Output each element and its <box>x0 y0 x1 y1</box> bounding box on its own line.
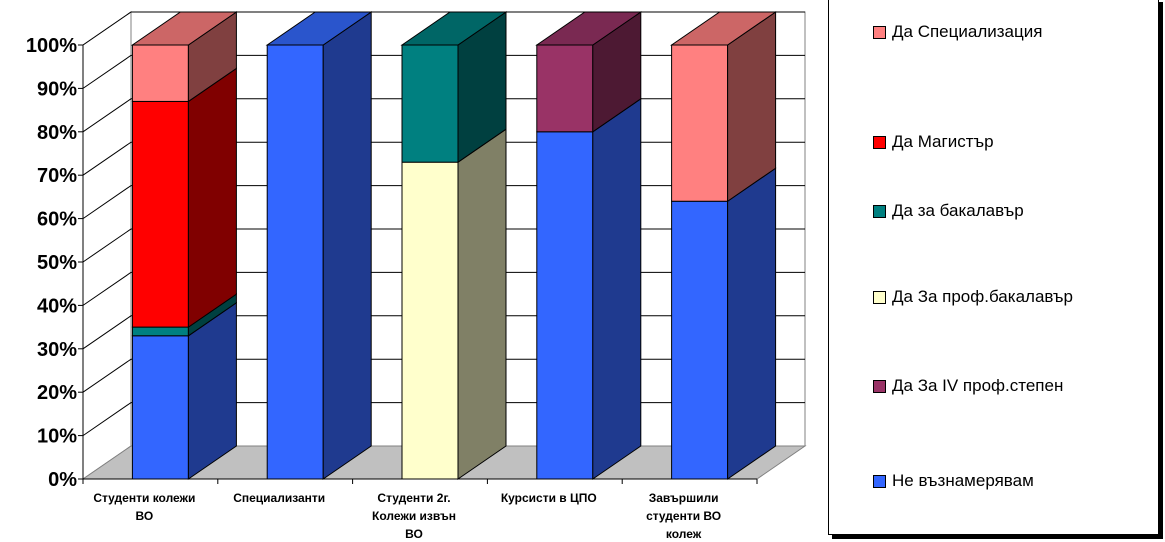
legend-item: Не възнамерявам <box>873 470 1034 492</box>
bar-2-3-top <box>400 11 508 46</box>
legend-swatch <box>873 474 886 488</box>
y-tick-label: 0% <box>48 469 77 491</box>
legend-item: Да Специализация <box>873 21 1042 43</box>
legend-item: Да За проф.бакалавър <box>873 286 1073 308</box>
legend-swatch <box>873 290 886 304</box>
chart-legend: Да Специализация Да Магистър Да за бакалав… <box>828 0 1159 535</box>
bar-3-0-front <box>536 131 594 480</box>
bar-2-2-front <box>401 161 459 480</box>
legend-label: Да Специализация <box>892 22 1043 41</box>
bar-1-0-top <box>265 11 373 46</box>
bar-1-0-side <box>322 11 372 480</box>
legend-swatch <box>873 204 886 218</box>
x-tick-label: колеж <box>666 527 702 541</box>
y-tick-label: 40% <box>37 295 77 317</box>
bar-0-5-front <box>131 44 189 102</box>
bar-0-5-top <box>130 11 239 46</box>
legend-swatch <box>873 135 886 149</box>
x-tick-label: Завършили <box>649 491 719 505</box>
bar-0-4-front <box>131 100 189 328</box>
x-tick-label: Специализанти <box>233 491 325 505</box>
x-tick-label: ВО <box>136 509 154 523</box>
bar-2-3-front <box>401 44 459 163</box>
legend-item: Да Магистър <box>873 131 994 153</box>
legend-item: Да за бакалавър <box>873 200 1024 222</box>
bar-3-1-top <box>535 11 643 46</box>
legend-swatch <box>873 379 886 393</box>
legend-label: Да За проф.бакалавър <box>892 287 1073 306</box>
x-tick-label: Колежи извън <box>372 509 456 523</box>
y-tick-label: 50% <box>37 252 77 274</box>
x-tick-label: Студенти колежи <box>93 491 195 505</box>
y-tick-label: 90% <box>37 78 77 100</box>
bar-4-5-top <box>669 11 778 46</box>
legend-label: Не възнамерявам <box>892 471 1034 490</box>
bar-4-0-front <box>671 200 729 480</box>
y-tick-label: 70% <box>37 165 77 187</box>
legend-swatch <box>873 25 886 39</box>
bar-0-3-front <box>131 326 189 337</box>
y-tick-label: 30% <box>37 339 77 361</box>
legend-label: Да Магистър <box>892 132 994 151</box>
y-tick-label: 60% <box>37 209 77 231</box>
legend-label: Да за бакалавър <box>892 201 1024 220</box>
bar-4-5-front <box>671 44 729 202</box>
bar-0-4-side <box>187 67 237 329</box>
y-tick-label: 20% <box>37 382 77 404</box>
x-tick-label: Студенти 2г. <box>377 491 450 505</box>
bar-1-0-front <box>266 44 324 480</box>
y-tick-label: 10% <box>37 426 77 448</box>
bar-0-0-front <box>131 335 189 480</box>
bar-3-1-front <box>536 44 594 133</box>
bar-4-0-side <box>727 167 777 480</box>
x-tick-label: ВО <box>405 527 423 541</box>
legend-item: Да За IV проф.степен <box>873 375 1063 397</box>
x-tick-label: студенти ВО <box>646 509 721 523</box>
legend-label: Да За IV проф.степен <box>892 376 1064 395</box>
x-tick-label: Курсисти в ЦПО <box>501 491 597 505</box>
y-tick-label: 100% <box>26 35 77 57</box>
y-tick-label: 80% <box>37 122 77 144</box>
gridline <box>82 11 805 46</box>
bar-3-0-side <box>592 97 642 480</box>
bar-2-2-side <box>457 128 507 480</box>
